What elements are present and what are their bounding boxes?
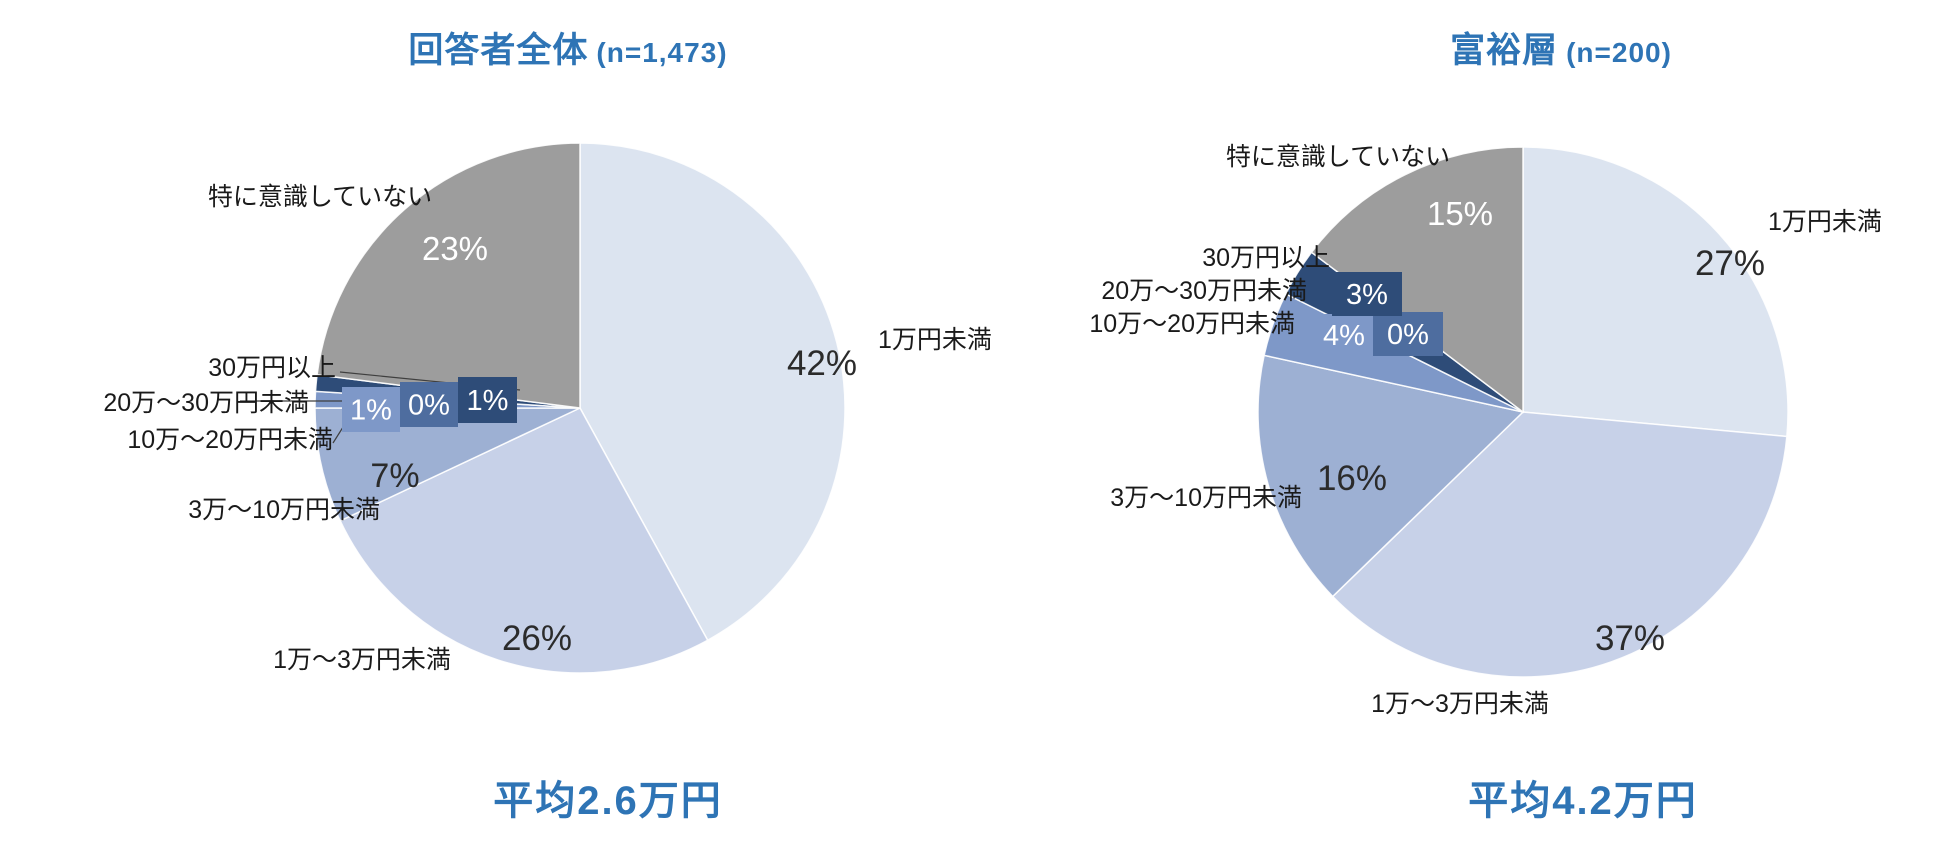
pct-label-1-4: 0% [1387,319,1429,351]
chart-title-wealthy-n: (n=200) [1566,37,1672,68]
pct-label-1-0: 27% [1695,244,1765,283]
pct-callout-0-5 [458,377,517,423]
chart-title-overall-n: (n=1,473) [596,37,728,68]
category-label-0-6: 特に意識していない [208,183,432,211]
category-label-1-4: 20万～30万円未満 [1101,277,1307,305]
category-label-1-1: 1万～3万円未満 [1371,690,1549,718]
pie-slice-0-6 [316,142,581,409]
pct-label-0-0: 42% [787,344,857,383]
category-label-0-2: 3万～10万円未満 [188,496,380,524]
pct-label-1-3: 4% [1323,320,1365,352]
pie-slice-1-6 [1310,146,1524,414]
chart-title-overall: 回答者全体 (n=1,473) [408,22,727,73]
category-label-0-3: 10万～20万円未満 [127,426,333,454]
chart-title-overall-main: 回答者全体 [408,31,589,70]
average-label-overall: 平均2.6万円 [493,779,723,823]
category-label-0-1: 1万～3万円未満 [273,646,451,674]
category-label-0-0: 1万円未満 [878,326,992,354]
pie-slice-1-1 [1331,411,1788,678]
pct-callout-0-3 [342,387,400,432]
pie-slice-0-0 [579,142,846,642]
category-label-1-2: 3万～10万円未満 [1110,484,1302,512]
pct-label-1-1: 37% [1595,619,1665,658]
average-label-wealthy: 平均4.2万円 [1468,779,1698,823]
pie-slice-1-2 [1257,354,1525,598]
pie-slice-1-0 [1522,146,1789,438]
chart-title-wealthy: 富裕層 (n=200) [1450,22,1672,73]
pct-callout-0-4 [400,382,458,427]
pct-label-0-4: 0% [408,390,450,422]
category-label-1-6: 特に意識していない [1226,143,1450,171]
chart-title-wealthy-main: 富裕層 [1450,31,1559,70]
pct-label-1-5: 3% [1346,279,1388,311]
pct-label-0-2: 7% [370,457,419,495]
pct-label-1-6: 15% [1427,195,1493,232]
pie-slice-0-1 [339,407,709,674]
category-label-1-3: 10万～20万円未満 [1089,310,1295,338]
category-label-1-0: 1万円未満 [1768,208,1882,236]
pct-label-0-1: 26% [502,619,572,658]
pct-callout-1-3 [1315,314,1373,356]
pie-slice-0-2 [314,407,581,522]
pct-label-0-6: 23% [422,230,488,267]
category-label-0-5: 30万円以上 [208,354,336,382]
category-label-1-5: 30万円以上 [1202,244,1330,272]
pct-label-0-5: 1% [467,385,509,417]
pct-label-1-2: 16% [1317,459,1387,498]
pct-callout-1-4 [1373,312,1443,356]
pct-label-0-3: 1% [350,395,392,427]
pct-callout-1-5 [1332,272,1402,316]
category-label-0-4: 20万～30万円未満 [103,389,309,417]
